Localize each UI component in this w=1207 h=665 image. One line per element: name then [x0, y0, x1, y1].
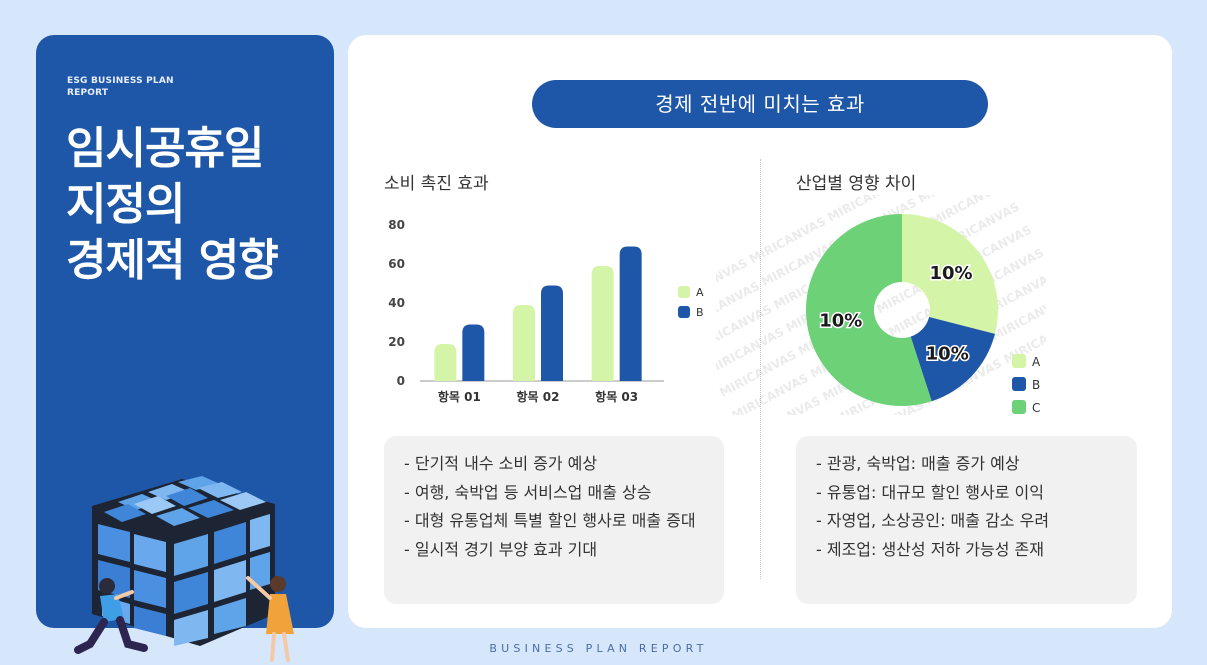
bar-chart: 0 20 40 60 80 항목 01 항목 02 항목 03 AB [388, 218, 704, 404]
bullet-item: - 제조업: 생산성 저하 가능성 존재 [816, 539, 1044, 559]
bar-b [541, 285, 563, 381]
donut-slice-c [806, 214, 932, 406]
content-panel: 경제 전반에 미치는 효과 소비 촉진 효과 산업별 영향 차이 0 20 40 60… [348, 35, 1172, 628]
x-tick-label: 항목 02 [517, 389, 560, 404]
footer-text: BUSINESS PLAN REPORT [489, 642, 708, 655]
report-label: ESG BUSINESS PLAN REPORT [67, 76, 174, 98]
legend-label: A [696, 286, 704, 299]
legend-label: B [696, 306, 704, 319]
main-title: 임시공휴일 지정의 경제적 영향 [66, 123, 279, 286]
bullet-item: - 여행, 숙박업 등 서비스업 매출 상승 [404, 482, 652, 502]
y-tick-label: 20 [388, 335, 405, 349]
cube-top-face [104, 476, 266, 526]
legend-swatch [1012, 354, 1026, 368]
y-tick-label: 0 [397, 374, 405, 388]
cube-right-face [174, 514, 270, 646]
section-header: 경제 전반에 미치는 효과 [532, 80, 988, 128]
bar-a [591, 265, 614, 381]
bar-b [462, 324, 485, 381]
bullet-item: - 단기적 내수 소비 증가 예상 [404, 454, 598, 473]
slice-data-label: 10% [926, 343, 969, 364]
legend-swatch [678, 306, 690, 318]
rubiks-cube-illustration [74, 476, 294, 662]
person-standing-illustration [246, 576, 294, 662]
legend-label: B [1032, 378, 1040, 392]
slice-data-label: 10% [929, 263, 972, 284]
industry-bullet-box: - 관광, 숙박업: 매출 증가 예상 - 유통업: 대규모 할인 행사로 이익… [796, 436, 1137, 604]
donut-slice-b [910, 316, 995, 402]
legend-label: C [1032, 401, 1040, 415]
x-tick-label: 항목 03 [595, 389, 638, 404]
bar-a [434, 343, 457, 381]
donut-slice-a [902, 214, 998, 334]
column-divider [760, 159, 761, 579]
bullet-item: - 일시적 경기 부양 효과 기대 [404, 539, 598, 559]
y-tick-label: 40 [388, 296, 405, 310]
person-kneeling-illustration [74, 578, 148, 654]
bar-b [619, 246, 642, 381]
bullet-item: - 관광, 숙박업: 매출 증가 예상 [816, 454, 1020, 473]
bar-a [513, 304, 535, 381]
consumption-bullet-box: - 단기적 내수 소비 증가 예상 - 여행, 숙박업 등 서비스업 매출 상승… [384, 436, 724, 604]
x-tick-label: 항목 01 [438, 389, 481, 404]
bullet-item: - 대형 유통업체 특별 할인 행사로 매출 증대 [404, 511, 696, 530]
slice-data-label: 10% [819, 311, 862, 332]
consumption-section-title: 소비 촉진 효과 [384, 174, 489, 194]
legend-swatch [1012, 377, 1026, 391]
legend-swatch [1012, 400, 1026, 414]
legend-label: A [1032, 355, 1041, 369]
donut-chart: MIRICANVAS MIRICANVAS MIRICANVAS MIRICAN… [716, 195, 1046, 415]
bullet-item: - 유통업: 대규모 할인 행사로 이익 [816, 482, 1044, 502]
industry-section-title: 산업별 영향 차이 [796, 174, 917, 194]
y-tick-label: 80 [388, 218, 405, 232]
legend-swatch [678, 286, 690, 298]
bullet-item: - 자영업, 소상공인: 매출 감소 우려 [816, 511, 1050, 530]
y-tick-label: 60 [388, 257, 405, 271]
footer-label: BUSINESS PLAN REPORT [0, 642, 1207, 655]
